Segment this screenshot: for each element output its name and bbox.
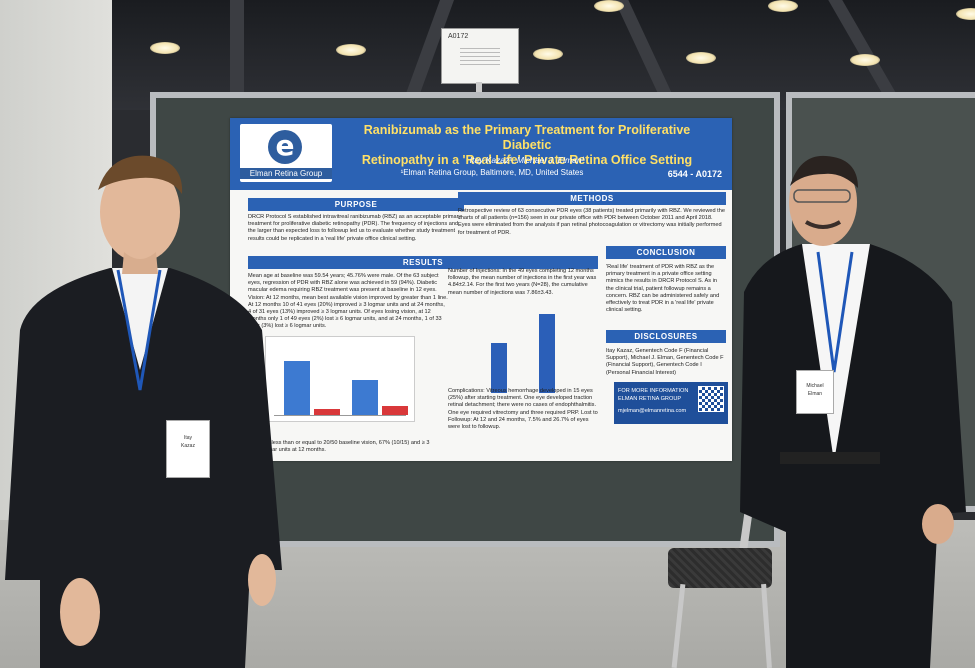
chart-right-bar — [539, 314, 555, 393]
chart-left-plot-area — [274, 351, 408, 416]
methods-text: Retrospective review of 63 consecutive P… — [458, 208, 725, 236]
complications-text: Complications: Vitreous hemorrhage devel… — [448, 388, 598, 431]
info-line2: ELMAN RETINA GROUP — [618, 396, 682, 402]
badge-left-line1: Itay — [183, 435, 193, 441]
sign-pole — [476, 82, 482, 96]
chart-right-bar — [491, 343, 507, 393]
name-badge-left: Itay Kazaz — [166, 420, 210, 478]
results-heading: RESULTS — [248, 256, 598, 269]
chart-left-bar — [284, 361, 310, 415]
disclosures-text: Itay Kazaz, Genentech Code F (Financial … — [606, 348, 724, 376]
ceiling-lamp — [768, 0, 798, 12]
name-badge-right: Michael Elman — [796, 370, 834, 414]
ceiling-lamp — [850, 54, 880, 66]
booth-sign: A0172 — [441, 28, 519, 84]
ceiling-lamp — [956, 8, 975, 20]
ceiling-lamp — [336, 44, 366, 56]
info-line1: FOR MORE INFORMATION — [618, 388, 689, 394]
ceiling-lamp — [533, 48, 563, 60]
presenter-left — [5, 155, 282, 668]
badge-left-line2: Kazaz — [181, 443, 195, 449]
logo-text: Elman Retina Group — [240, 168, 332, 179]
purpose-heading: PURPOSE — [248, 198, 464, 211]
results-text: Mean age at baseline was 59.54 years; 45… — [248, 273, 448, 330]
purpose-text: DRCR Protocol S established intravitreal… — [248, 214, 462, 242]
presenter-right — [740, 155, 966, 668]
qr-code-icon — [698, 386, 724, 412]
poster-code: 6544 - A0172 — [667, 169, 722, 179]
sign-code: A0172 — [448, 33, 469, 40]
results-bar-chart-left — [265, 336, 415, 422]
badge-right-line2: Elman — [807, 391, 823, 397]
chart-right-plot-area — [483, 293, 569, 393]
chart-left-bar — [382, 406, 408, 415]
chart-left-bar — [314, 409, 340, 415]
poster-title-line2: Retinopathy in a 'Real Life' Private Ret… — [361, 153, 693, 167]
poster-title-line1: Ranibizumab as the Primary Treatment for… — [363, 123, 691, 152]
results-bar-chart-right — [483, 293, 569, 393]
ceiling-lamp — [686, 52, 716, 64]
ceiling-beam — [230, 0, 244, 110]
poster-authors: Itay Kazaz¹, Michael J. Elman¹ — [469, 155, 585, 165]
logo-letter: e — [268, 130, 302, 164]
methods-heading: METHODS — [458, 192, 726, 205]
chart-left-bar — [352, 380, 378, 415]
results-text-vision: with less than or equal to 20/50 baselin… — [260, 440, 430, 454]
ceiling-lamp — [594, 0, 624, 12]
conclusion-text: 'Real life' treatment of PDR with RBZ as… — [606, 264, 720, 314]
ceiling-lamp — [150, 42, 180, 54]
poster-header: e Elman Retina Group Ranibizumab as the … — [230, 118, 732, 190]
ceiling — [0, 0, 975, 110]
badge-right-line1: Michael — [806, 383, 824, 389]
conclusion-heading: CONCLUSION — [606, 246, 726, 259]
poster-affiliation: ¹Elman Retina Group, Baltimore, MD, Unit… — [400, 168, 584, 177]
contact-info-box: FOR MORE INFORMATION ELMAN RETINA GROUP … — [614, 382, 728, 424]
disclosures-heading: DISCLOSURES — [606, 330, 726, 343]
sign-text-lines — [460, 45, 500, 67]
poster-title: Ranibizumab as the Primary Treatment for… — [342, 123, 712, 168]
research-poster: e Elman Retina Group Ranibizumab as the … — [230, 118, 732, 461]
info-email: mjelman@elmanretina.com — [618, 408, 687, 414]
injections-text: Number of Injections: In the 49 eyes com… — [448, 268, 597, 296]
chair-seat — [668, 548, 772, 588]
elman-retina-logo: e Elman Retina Group — [240, 124, 332, 182]
